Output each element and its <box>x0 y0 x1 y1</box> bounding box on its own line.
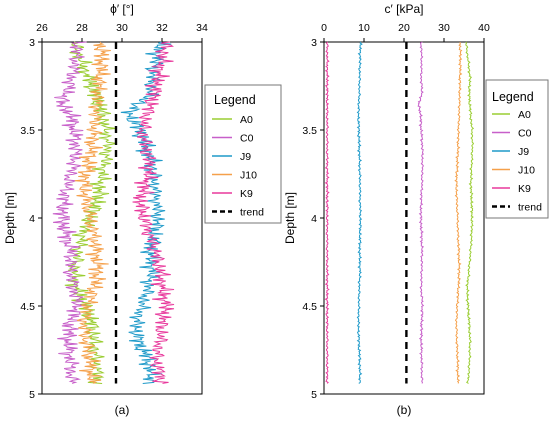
legend-label-k9: K9 <box>518 183 531 195</box>
x-tick-label: 28 <box>76 22 88 34</box>
legend-label-j9: J9 <box>518 146 529 158</box>
legend-label-a0: A0 <box>240 114 253 126</box>
series-line-j9 <box>356 41 363 384</box>
panel-b-plot-frame <box>323 41 485 395</box>
legend-label-c0: C0 <box>240 133 254 145</box>
panel-a-legend-box <box>204 84 282 224</box>
series-line-c0 <box>52 41 87 384</box>
panel-a-label: (a) <box>115 403 130 417</box>
panel-a-legend-title: Legend <box>214 93 256 107</box>
x-tick-label: 30 <box>116 22 128 34</box>
x-tick-label: 32 <box>156 22 168 34</box>
panel-a-chart: ϕ′ [°] Depth [m] 26 28 30 32 34 3 3.5 4 4.5 5 Le… <box>3 2 282 417</box>
x-tick-label: 0 <box>321 22 327 34</box>
series-line-k9 <box>132 41 175 384</box>
series-line-c0 <box>417 41 425 384</box>
series-line-a0 <box>64 41 117 384</box>
panel-a-xaxis-title: ϕ′ [°] <box>110 2 134 16</box>
x-tick-label: 40 <box>478 22 490 34</box>
series-line-k9 <box>324 41 330 384</box>
panel-a-legend: Legend A0 C0 J9 J10 K9 trend <box>204 84 282 224</box>
legend-label-j9: J9 <box>240 151 251 163</box>
legend-label-k9: K9 <box>240 188 253 200</box>
panel-a-x-ticks: 26 28 30 32 34 <box>36 22 208 42</box>
y-tick-label: 5 <box>311 389 317 401</box>
y-tick-label: 3 <box>311 37 317 49</box>
y-tick-label: 5 <box>29 389 35 401</box>
series-line-j10 <box>454 41 463 384</box>
y-tick-label: 4 <box>29 213 35 225</box>
legend-label-j10: J10 <box>240 170 257 182</box>
panel-b-x-ticks: 0 10 20 30 40 <box>321 22 490 42</box>
panel-b-legend-items: A0 C0 J9 J10 K9 trend <box>492 109 542 214</box>
panel-a-yaxis-title: Depth [m] <box>3 192 17 244</box>
panel-b-legend-box <box>485 79 549 219</box>
panel-b-series-group <box>324 41 475 384</box>
x-tick-label: 34 <box>196 22 208 34</box>
panel-b-chart: c′ [kPa] Depth [m] 0 10 20 30 40 3 3.5 4 4.5 5 L… <box>283 2 549 417</box>
x-tick-label: 10 <box>358 22 370 34</box>
series-line-a0 <box>465 41 475 384</box>
x-tick-label: 30 <box>438 22 450 34</box>
y-tick-label: 3 <box>29 37 35 49</box>
panel-b-legend-title: Legend <box>492 90 534 104</box>
series-line-j9 <box>120 41 172 384</box>
panel-b-xaxis-title: c′ [kPa] <box>385 2 424 16</box>
panel-b-legend: Legend A0 C0 J9 J10 K9 trend <box>485 79 549 219</box>
panel-b-label: (b) <box>397 403 412 417</box>
panel-a-series-group <box>52 41 175 384</box>
panel-a-y-ticks: 3 3.5 4 4.5 5 <box>20 37 42 401</box>
panel-b-yaxis-title: Depth [m] <box>283 192 297 244</box>
panel-a-legend-items: A0 C0 J9 J10 K9 trend <box>212 114 264 219</box>
series-line-j10 <box>74 41 111 384</box>
x-tick-label: 20 <box>398 22 410 34</box>
y-tick-label: 4.5 <box>20 301 35 313</box>
legend-label-a0: A0 <box>518 109 531 121</box>
y-tick-label: 3.5 <box>20 125 35 137</box>
y-tick-label: 4.5 <box>302 301 317 313</box>
legend-label-c0: C0 <box>518 128 532 140</box>
y-tick-label: 4 <box>311 213 317 225</box>
legend-label-trend: trend <box>240 207 264 219</box>
legend-label-j10: J10 <box>518 165 535 177</box>
y-tick-label: 3.5 <box>302 125 317 137</box>
x-tick-label: 26 <box>36 22 48 34</box>
panel-b-y-ticks: 3 3.5 4 4.5 5 <box>302 37 324 401</box>
legend-label-trend: trend <box>518 202 542 214</box>
